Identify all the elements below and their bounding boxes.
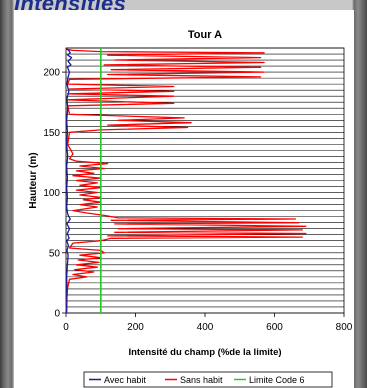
y-tick-label: 50 [49,248,61,259]
y-tick-label: 150 [43,128,60,139]
y-axis-label: Hauteur (m) [28,152,39,208]
chart-panel: Tour A 0 50 100 150 200 0 200 400 600 800 Intensité… [14,10,354,388]
x-axis-label: Intensité du champ (%de la limite) [128,347,281,358]
chart-svg: Tour A 0 50 100 150 200 0 200 400 600 800 Intensité… [28,29,353,388]
legend-label: Limite Code 6 [249,375,305,385]
series-avec-habit [66,48,73,314]
legend-label: Sans habit [180,375,223,385]
chart-title: Tour A [188,29,222,41]
y-tick-label: 0 [54,309,60,320]
x-tick-label: 800 [336,322,353,333]
x-tick-label: 200 [127,322,144,333]
x-tick-label: 400 [197,322,214,333]
y-tick-label: 100 [43,188,60,199]
series-sans-habit [65,48,307,314]
x-tick-label: 600 [266,322,283,333]
legend-box [83,371,333,388]
legend-label: Avec habit [104,375,146,385]
y-tick-label: 200 [43,68,60,79]
x-tick-label: 0 [63,322,69,333]
